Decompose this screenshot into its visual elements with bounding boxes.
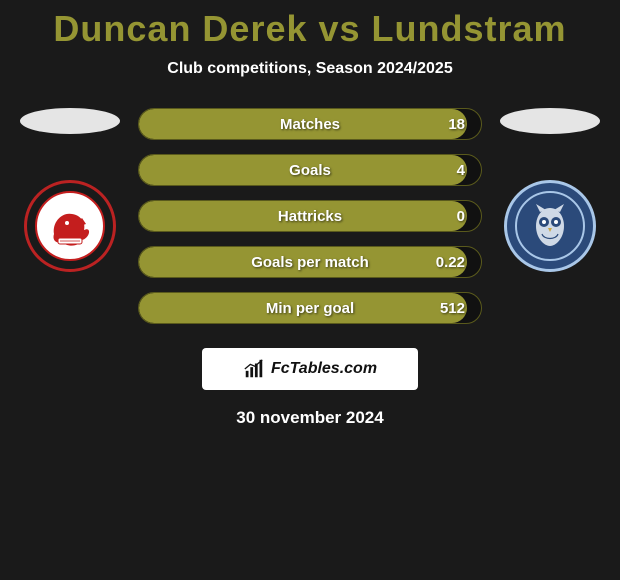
stat-value: 512 <box>440 300 465 317</box>
dragon-crest-icon <box>34 190 106 262</box>
stat-label: Min per goal <box>266 300 354 317</box>
comparison-subtitle: Club competitions, Season 2024/2025 <box>0 60 620 78</box>
left-club-badge <box>24 180 116 272</box>
right-player-ellipse <box>500 108 600 134</box>
stat-row-min-per-goal: Min per goal 512 <box>138 292 482 324</box>
stat-value: 18 <box>448 116 465 133</box>
right-player-column <box>490 108 610 272</box>
owl-crest-icon <box>514 190 586 262</box>
stat-label: Hattricks <box>278 208 342 225</box>
bar-chart-icon <box>243 358 265 380</box>
attribution-label: FcTables.com <box>271 360 377 378</box>
right-club-badge <box>504 180 596 272</box>
stat-row-hattricks: Hattricks 0 <box>138 200 482 232</box>
left-player-ellipse <box>20 108 120 134</box>
stat-label: Goals <box>289 162 331 179</box>
comparison-date: 30 november 2024 <box>0 408 620 428</box>
attribution-box[interactable]: FcTables.com <box>202 348 418 390</box>
left-player-column <box>10 108 130 272</box>
stat-row-matches: Matches 18 <box>138 108 482 140</box>
comparison-title: Duncan Derek vs Lundstram <box>0 8 620 50</box>
comparison-body: Matches 18 Goals 4 Hattricks 0 Goals per… <box>0 108 620 324</box>
stats-column: Matches 18 Goals 4 Hattricks 0 Goals per… <box>130 108 490 324</box>
stat-row-goals: Goals 4 <box>138 154 482 186</box>
stat-label: Matches <box>280 116 340 133</box>
stat-value: 4 <box>457 162 465 179</box>
stat-label: Goals per match <box>251 254 369 271</box>
stat-value: 0.22 <box>436 254 465 271</box>
stat-value: 0 <box>457 208 465 225</box>
stat-row-goals-per-match: Goals per match 0.22 <box>138 246 482 278</box>
